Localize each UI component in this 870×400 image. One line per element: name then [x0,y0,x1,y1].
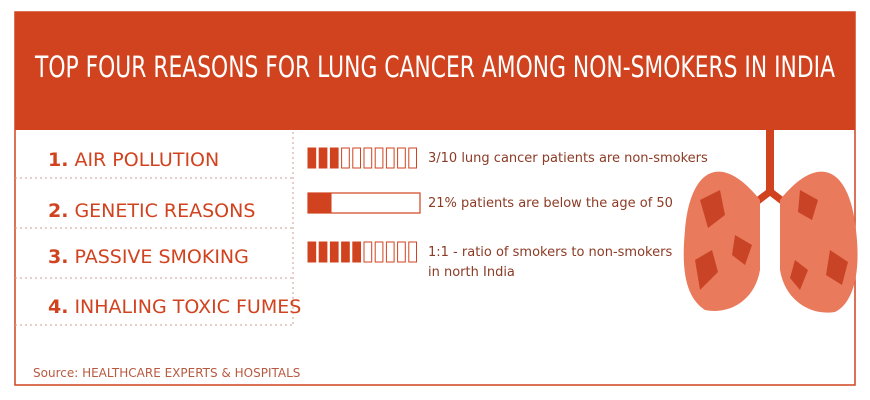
icon-empty [363,147,373,169]
icon-filled [341,241,350,263]
icon-empty [397,147,406,169]
icon-empty [341,147,350,169]
icon-filled [329,147,339,169]
stat-text: in north India [428,265,515,280]
reason-number: 2. [48,200,68,222]
icon-filled [329,241,339,263]
icon-empty [363,241,373,263]
icon-filled [318,147,328,169]
icon-empty [374,147,384,169]
icon-empty [385,241,395,263]
icon-empty [397,241,406,263]
reason: 1. AIR POLLUTION [48,149,219,171]
bar-fill [308,193,332,213]
stat-text: 3/10 lung cancer patients are non-smoker… [428,151,708,166]
icon-empty [385,147,395,169]
source: Source: HEALTHCARE EXPERTS & HOSPITALS [33,366,300,380]
reason: 2. GENETIC REASONS [48,200,255,222]
reason-number: 1. [48,149,68,171]
icon-filled [352,241,361,263]
icon-filled [307,241,317,263]
reason-label: GENETIC REASONS [74,200,255,222]
reason-label: PASSIVE SMOKING [74,246,248,268]
title: TOP FOUR REASONS FOR LUNG CANCER AMONG N… [34,50,835,84]
icon-empty [408,241,417,263]
lungs [683,130,858,313]
icon-filled [318,241,328,263]
icon-empty [352,147,361,169]
icon-filled [307,147,317,169]
title-band [15,12,855,130]
reason-number: 4. [48,296,68,318]
reason-number: 3. [48,246,68,268]
reason: 3. PASSIVE SMOKING [48,246,249,268]
icon-empty [408,147,417,169]
icon-empty [374,241,384,263]
reason: 4. INHALING TOXIC FUMES [48,296,301,318]
reason-label: INHALING TOXIC FUMES [74,296,301,318]
stat-text: 1:1 - ratio of smokers to non-smokers [428,245,672,260]
stat-text: 21% patients are below the age of 50 [428,196,673,211]
reason-label: AIR POLLUTION [74,149,219,171]
